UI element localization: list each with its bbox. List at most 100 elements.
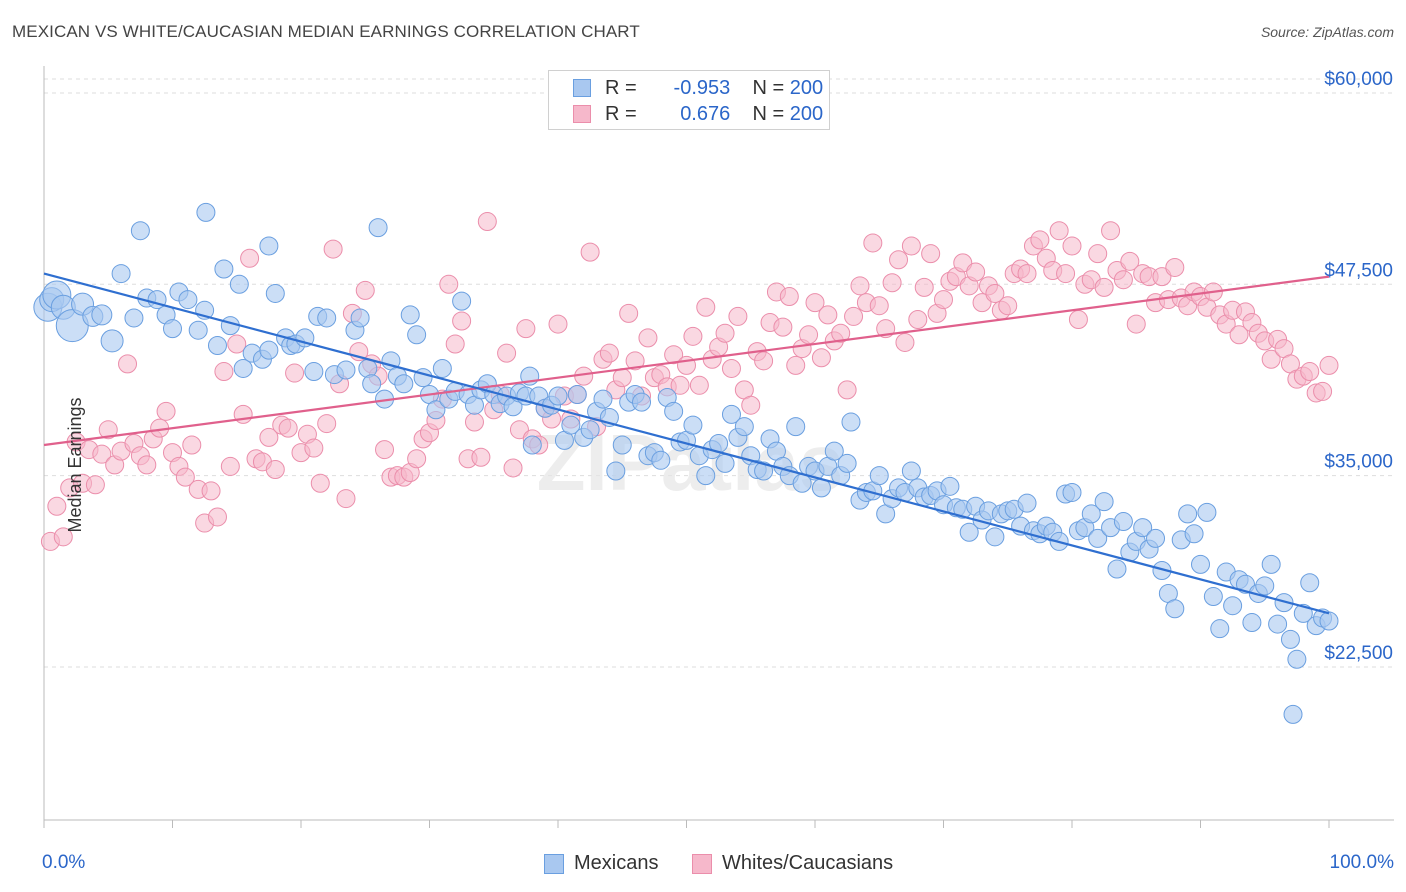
data-point-whites xyxy=(509,420,529,440)
legend-swatch-whites xyxy=(573,105,591,123)
data-point-whites xyxy=(1319,355,1339,375)
data-point-mexicans xyxy=(754,461,774,481)
series-whites-points xyxy=(40,212,1339,551)
data-point-mexicans xyxy=(1255,576,1275,596)
data-point-whites xyxy=(773,317,793,337)
data-point-mexicans xyxy=(612,435,632,455)
data-point-whites xyxy=(779,287,799,307)
data-point-mexicans xyxy=(959,522,979,542)
data-point-mexicans xyxy=(91,304,113,326)
data-point-mexicans xyxy=(362,374,382,394)
data-point-mexicans xyxy=(1184,524,1204,544)
data-point-whites xyxy=(889,250,909,270)
data-point-whites xyxy=(1120,251,1140,271)
data-point-whites xyxy=(1261,349,1281,369)
legend-label-mexicans: Mexicans xyxy=(574,852,659,874)
data-point-whites xyxy=(721,358,741,378)
data-point-mexicans xyxy=(1280,629,1300,649)
legend-row-mexicans: R = -0.953 N = 200 xyxy=(573,76,823,100)
data-point-whites xyxy=(837,380,857,400)
legend-n-value: 200 xyxy=(789,102,824,125)
legend-item-mexicans: Mexicans xyxy=(544,852,658,875)
data-point-whites xyxy=(625,351,645,371)
data-point-mexicans xyxy=(350,308,370,328)
data-point-mexicans xyxy=(1165,599,1185,619)
data-point-whites xyxy=(966,262,986,282)
data-point-whites xyxy=(407,449,427,469)
data-point-whites xyxy=(908,309,928,329)
data-point-mexicans xyxy=(368,218,388,238)
data-point-mexicans xyxy=(632,392,652,412)
data-point-whites xyxy=(375,440,395,460)
data-point-mexicans xyxy=(1133,518,1153,538)
data-point-whites xyxy=(1017,264,1037,284)
trend-lines xyxy=(43,272,1330,615)
data-point-mexicans xyxy=(111,264,131,284)
data-point-whites xyxy=(799,325,819,345)
y-tick-label: $60,000 xyxy=(1324,69,1393,90)
data-point-mexicans xyxy=(124,308,144,328)
data-point-whites xyxy=(901,236,921,256)
legend-r-value: 0.676 xyxy=(680,102,731,125)
data-point-mexicans xyxy=(1178,504,1198,524)
data-point-whites xyxy=(985,283,1005,303)
data-point-mexicans xyxy=(207,336,227,356)
data-point-mexicans xyxy=(901,461,921,481)
data-point-mexicans xyxy=(1283,704,1303,724)
data-point-mexicans xyxy=(196,202,216,222)
data-point-mexicans xyxy=(1210,619,1230,639)
data-point-whites xyxy=(355,280,375,300)
data-point-whites xyxy=(439,274,459,294)
data-point-mexicans xyxy=(841,412,861,432)
data-point-whites xyxy=(1062,236,1082,256)
data-point-whites xyxy=(715,323,735,343)
data-point-whites xyxy=(1229,325,1249,345)
data-point-whites xyxy=(471,447,491,467)
trend-line-whites xyxy=(43,275,1330,447)
data-point-mexicans xyxy=(985,527,1005,547)
data-point-whites xyxy=(805,293,825,313)
data-point-whites xyxy=(516,319,536,339)
data-point-mexicans xyxy=(407,325,427,345)
data-point-mexicans xyxy=(1094,492,1114,512)
data-point-mexicans xyxy=(1191,554,1210,574)
data-point-mexicans xyxy=(1088,528,1108,548)
data-point-whites xyxy=(599,343,619,363)
data-point-mexicans xyxy=(304,362,324,382)
data-point-mexicans xyxy=(561,415,581,435)
y-tick-label: $22,500 xyxy=(1324,643,1393,664)
data-point-mexicans xyxy=(837,453,857,473)
legend-n-label: N = xyxy=(752,76,785,99)
data-point-mexicans xyxy=(1223,596,1243,616)
data-point-mexicans xyxy=(1113,512,1133,532)
data-point-whites xyxy=(182,435,202,455)
data-point-whites xyxy=(214,362,234,382)
data-point-whites xyxy=(728,306,748,326)
legend-r-label: R = xyxy=(605,102,637,125)
x-tick-label-max: 100.0% xyxy=(1329,852,1394,873)
data-point-whites xyxy=(201,481,221,501)
x-tick-label-min: 0.0% xyxy=(42,852,86,873)
data-point-whites xyxy=(683,326,703,346)
data-point-mexicans xyxy=(715,453,735,473)
legend-swatch-mexicans xyxy=(544,853,564,874)
data-point-mexicans xyxy=(1300,573,1320,593)
data-point-mexicans xyxy=(940,476,960,496)
data-point-whites xyxy=(1165,257,1185,277)
data-point-whites xyxy=(220,456,240,476)
data-point-whites xyxy=(285,363,305,383)
data-point-whites xyxy=(548,314,568,334)
data-point-mexicans xyxy=(1274,593,1294,613)
data-point-mexicans xyxy=(869,466,889,486)
data-point-mexicans xyxy=(336,360,356,380)
data-point-mexicans xyxy=(188,320,208,340)
data-point-whites xyxy=(1049,221,1069,241)
y-tick-label: $35,000 xyxy=(1324,452,1393,473)
data-point-whites xyxy=(850,276,870,296)
data-point-mexicans xyxy=(432,358,452,378)
data-point-mexicans xyxy=(522,435,542,455)
data-point-whites xyxy=(317,414,337,434)
data-point-whites xyxy=(310,473,330,493)
data-point-mexicans xyxy=(1062,482,1082,502)
correlation-legend: R = -0.953 N = 200 R = 0.676 N = 200 xyxy=(548,70,830,130)
